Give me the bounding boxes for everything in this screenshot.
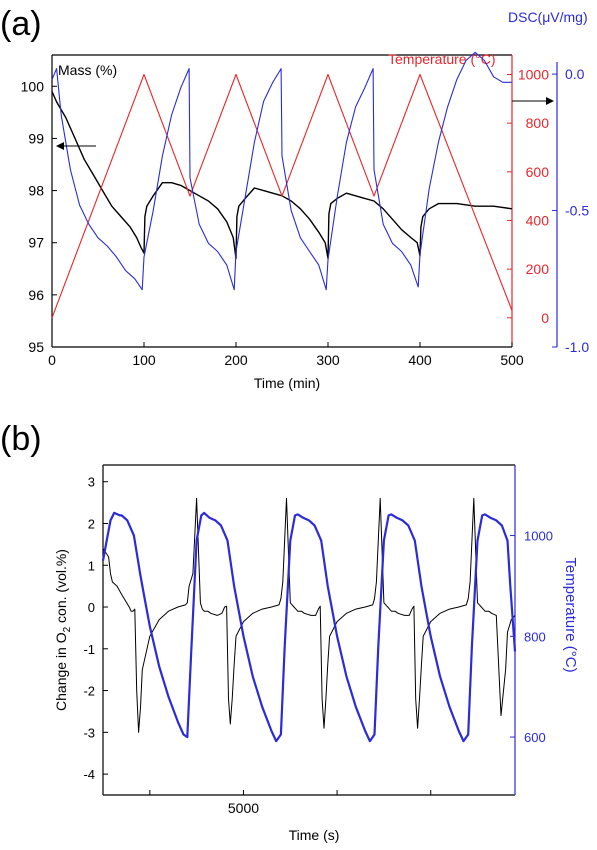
mass-tick-label: 98 [28,183,44,199]
o2-tick-label: -3 [83,725,95,740]
temp-axis-title: Temperature (°C) [562,557,579,672]
x-tick-label: 100 [132,352,156,368]
o2-tick-label: 3 [88,475,95,490]
temp-tick-label: 600 [524,730,546,745]
temp-axis-title: Temperature (°C) [388,51,496,67]
temp-tick-label: 0 [541,310,549,326]
o2-tick-label: 0 [88,600,95,615]
o2-tick-label: -2 [83,684,95,699]
mass-tick-label: 97 [28,235,44,251]
x-tick-label: 300 [316,352,340,368]
chart-a: 0 100 200 300 400 500 Time (min) 95 96 97 98 99 100 M… [21,9,590,391]
mass-arrow-head-icon [56,142,64,150]
mass-tick-label: 100 [21,78,45,94]
x-tick-label: 0 [48,352,56,368]
dsc-tick-label: 0.0 [565,66,585,82]
series-line-mass [51,91,513,260]
panel-b-label: (b) [0,420,42,458]
o2-tick-label: 1 [88,558,95,573]
mass-tick-label: 95 [28,339,44,355]
series-line-temp [51,73,513,318]
temp-tick-label: 800 [526,115,550,131]
temp-tick-label: 400 [526,212,550,228]
o2-axis-title-subscript: 2 [62,626,73,632]
temp-tick-label: 1000 [518,66,549,82]
o2-axis-title-part: con. (vol.%) [53,549,69,627]
x-tick-label: 500 [500,352,524,368]
x-tick-label: 400 [408,352,432,368]
temp-tick-label: 1000 [524,529,553,544]
o2-axis-title: Change in O2 con. (vol.%) [53,549,73,711]
temp-tick-label: 600 [526,164,550,180]
o2-tick-label: -4 [83,767,95,782]
panel-a-label: (a) [0,5,42,43]
temp-tick-label: 800 [524,629,546,644]
x-tick-label: 200 [224,352,248,368]
x-axis-title: Time (min) [254,375,320,391]
dsc-axis-title: DSC(μV/mg) [508,9,588,25]
mass-tick-label: 96 [28,287,44,303]
dsc-arrow-head-icon [546,97,554,105]
o2-tick-label: -1 [83,642,95,657]
mass-axis-title: Mass (%) [58,62,117,78]
o2-axis-title-part: Change in O [53,632,69,711]
mass-tick-label: 99 [28,130,44,146]
x-axis-title: Time (s) [289,827,340,843]
series-line-dsc [51,51,512,291]
x-tick-label: 5000 [228,800,259,816]
temp-tick-label: 200 [526,261,550,277]
dsc-tick-label: -0.5 [565,203,589,219]
o2-tick-label: 2 [88,516,95,531]
series-line-temp [101,511,517,743]
series-line-o2 [102,497,516,733]
dsc-tick-label: -1.0 [565,339,589,355]
